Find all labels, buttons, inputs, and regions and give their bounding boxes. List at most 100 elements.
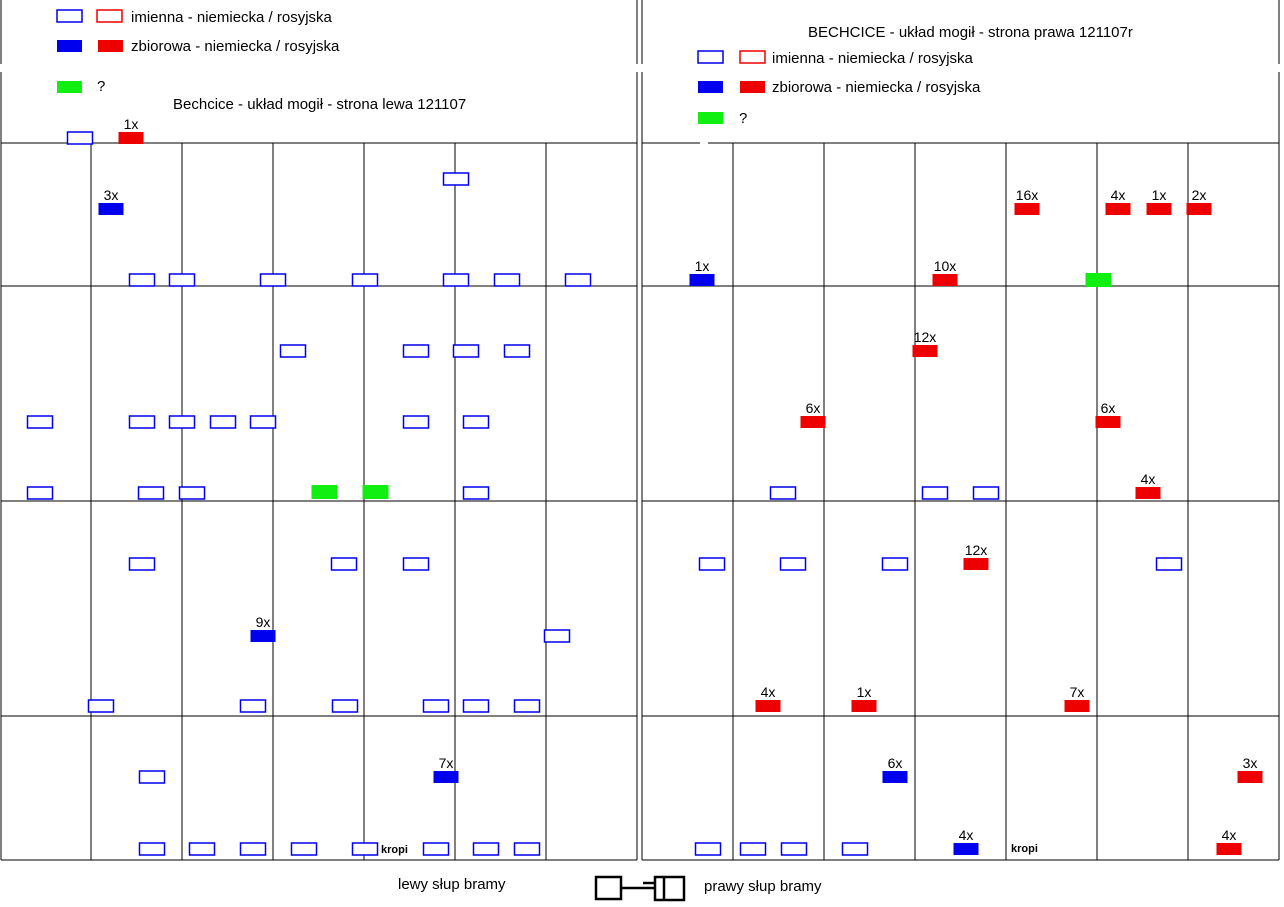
named-german-grave bbox=[513, 842, 541, 856]
named-german-grave bbox=[881, 557, 909, 571]
grave-count-label: 1x bbox=[857, 684, 872, 700]
named-german-grave bbox=[462, 486, 490, 500]
grave-count-label: 6x bbox=[806, 400, 821, 416]
left-panel: imienna - niemiecka / rosyjska zbiorowa … bbox=[0, 0, 638, 861]
mass-german-grave bbox=[250, 630, 276, 642]
named-german-grave bbox=[137, 486, 165, 500]
named-german-grave bbox=[1155, 557, 1183, 571]
named-german-grave bbox=[26, 486, 54, 500]
left-kropi-label: kropi bbox=[381, 844, 408, 856]
named-german-grave bbox=[128, 273, 156, 287]
grave-count-label: 7x bbox=[439, 755, 454, 771]
mass-russian-grave bbox=[1135, 487, 1161, 499]
grave-count-label: 4x bbox=[959, 827, 974, 843]
named-german-grave bbox=[780, 842, 808, 856]
named-german-grave bbox=[279, 344, 307, 358]
named-german-grave bbox=[188, 842, 216, 856]
left-grid bbox=[0, 0, 638, 861]
legend-unknown-label: ? bbox=[97, 78, 105, 95]
named-german-grave bbox=[698, 557, 726, 571]
named-german-grave bbox=[462, 415, 490, 429]
named-german-grave bbox=[87, 699, 115, 713]
grave-count-label: 6x bbox=[888, 755, 903, 771]
grave-count-label: 10x bbox=[934, 258, 957, 274]
mass-russian-grave bbox=[1105, 203, 1131, 215]
mass-russian-grave bbox=[118, 132, 144, 144]
named-german-grave bbox=[422, 699, 450, 713]
mass-russian-grave bbox=[912, 345, 938, 357]
right-title: BECHCICE - układ mogił - strona prawa 12… bbox=[808, 24, 1133, 41]
named-german-grave bbox=[442, 273, 470, 287]
named-german-grave bbox=[769, 486, 797, 500]
named-german-grave bbox=[972, 486, 1000, 500]
left-gate-post-icon bbox=[594, 875, 623, 901]
named-german-grave bbox=[694, 842, 722, 856]
mass-russian-grave bbox=[1095, 416, 1121, 428]
named-german-grave bbox=[351, 842, 379, 856]
legend-unknown-label: ? bbox=[739, 110, 747, 127]
named-german-grave bbox=[422, 842, 450, 856]
legend-mass-german-swatch bbox=[698, 81, 723, 93]
unknown-grave bbox=[1085, 273, 1112, 287]
mass-russian-grave bbox=[1216, 843, 1242, 855]
left-legend: imienna - niemiecka / rosyjska zbiorowa … bbox=[56, 9, 340, 95]
right-graves: 16x 4x 1x 2x 1x 10x 12x 6x 6x 4x 12x 4x 1x 7x 6x 3x 4x 4x bbox=[689, 187, 1263, 856]
legend-unknown-swatch bbox=[57, 81, 82, 93]
grave-count-label: 1x bbox=[124, 116, 139, 132]
named-german-grave bbox=[249, 415, 277, 429]
named-german-grave bbox=[543, 629, 571, 643]
named-german-grave bbox=[513, 699, 541, 713]
left-title: Bechcice - układ mogił - strona lewa 121… bbox=[173, 96, 466, 113]
right-legend: imienna - niemiecka / rosyjska zbiorowa … bbox=[697, 50, 981, 127]
named-german-grave bbox=[168, 273, 196, 287]
named-german-grave bbox=[442, 172, 470, 186]
named-german-grave bbox=[402, 344, 430, 358]
right-kropi-label: kropi bbox=[1011, 843, 1038, 855]
named-german-grave bbox=[564, 273, 592, 287]
named-german-grave bbox=[128, 557, 156, 571]
legend-named-russian-swatch bbox=[739, 50, 766, 64]
mass-german-grave bbox=[98, 203, 124, 215]
named-german-grave bbox=[259, 273, 287, 287]
mass-russian-grave bbox=[1237, 771, 1263, 783]
grave-count-label: 12x bbox=[965, 542, 988, 558]
legend-mass-label: zbiorowa - niemiecka / rosyjska bbox=[772, 79, 981, 96]
legend-mass-label: zbiorowa - niemiecka / rosyjska bbox=[131, 38, 340, 55]
named-german-grave bbox=[841, 842, 869, 856]
legend-named-russian-swatch bbox=[96, 9, 123, 23]
mass-russian-grave bbox=[1014, 203, 1040, 215]
named-german-grave bbox=[739, 842, 767, 856]
grave-count-label: 3x bbox=[104, 187, 119, 203]
mass-russian-grave bbox=[851, 700, 877, 712]
mass-german-grave bbox=[689, 274, 715, 286]
right-panel: BECHCICE - układ mogił - strona prawa 12… bbox=[641, 0, 1280, 861]
unknown-grave bbox=[311, 485, 338, 499]
named-german-grave bbox=[351, 273, 379, 287]
named-german-grave bbox=[462, 699, 490, 713]
legend-named-german-swatch bbox=[697, 50, 724, 64]
legend-mass-russian-swatch bbox=[740, 81, 765, 93]
named-german-grave bbox=[138, 770, 166, 784]
named-german-grave bbox=[452, 344, 480, 358]
left-graves: 1x 3x 9x 7x bbox=[26, 116, 592, 856]
grave-count-label: 4x bbox=[761, 684, 776, 700]
gate: lewy słup bramy prawy słup bramy bbox=[398, 875, 822, 902]
grave-count-label: 4x bbox=[1111, 187, 1126, 203]
named-german-grave bbox=[921, 486, 949, 500]
left-gate-post-label: lewy słup bramy bbox=[398, 876, 506, 893]
named-german-grave bbox=[331, 699, 359, 713]
grave-count-label: 4x bbox=[1141, 471, 1156, 487]
right-gate-post-icon bbox=[653, 875, 686, 902]
named-german-grave bbox=[402, 415, 430, 429]
mass-russian-grave bbox=[963, 558, 989, 570]
legend-named-label: imienna - niemiecka / rosyjska bbox=[131, 9, 333, 26]
mass-russian-grave bbox=[1186, 203, 1212, 215]
named-german-grave bbox=[290, 842, 318, 856]
mass-russian-grave bbox=[932, 274, 958, 286]
mass-russian-grave bbox=[800, 416, 826, 428]
mass-russian-grave bbox=[755, 700, 781, 712]
named-german-grave bbox=[138, 842, 166, 856]
named-german-grave bbox=[330, 557, 358, 571]
grave-count-label: 3x bbox=[1243, 755, 1258, 771]
